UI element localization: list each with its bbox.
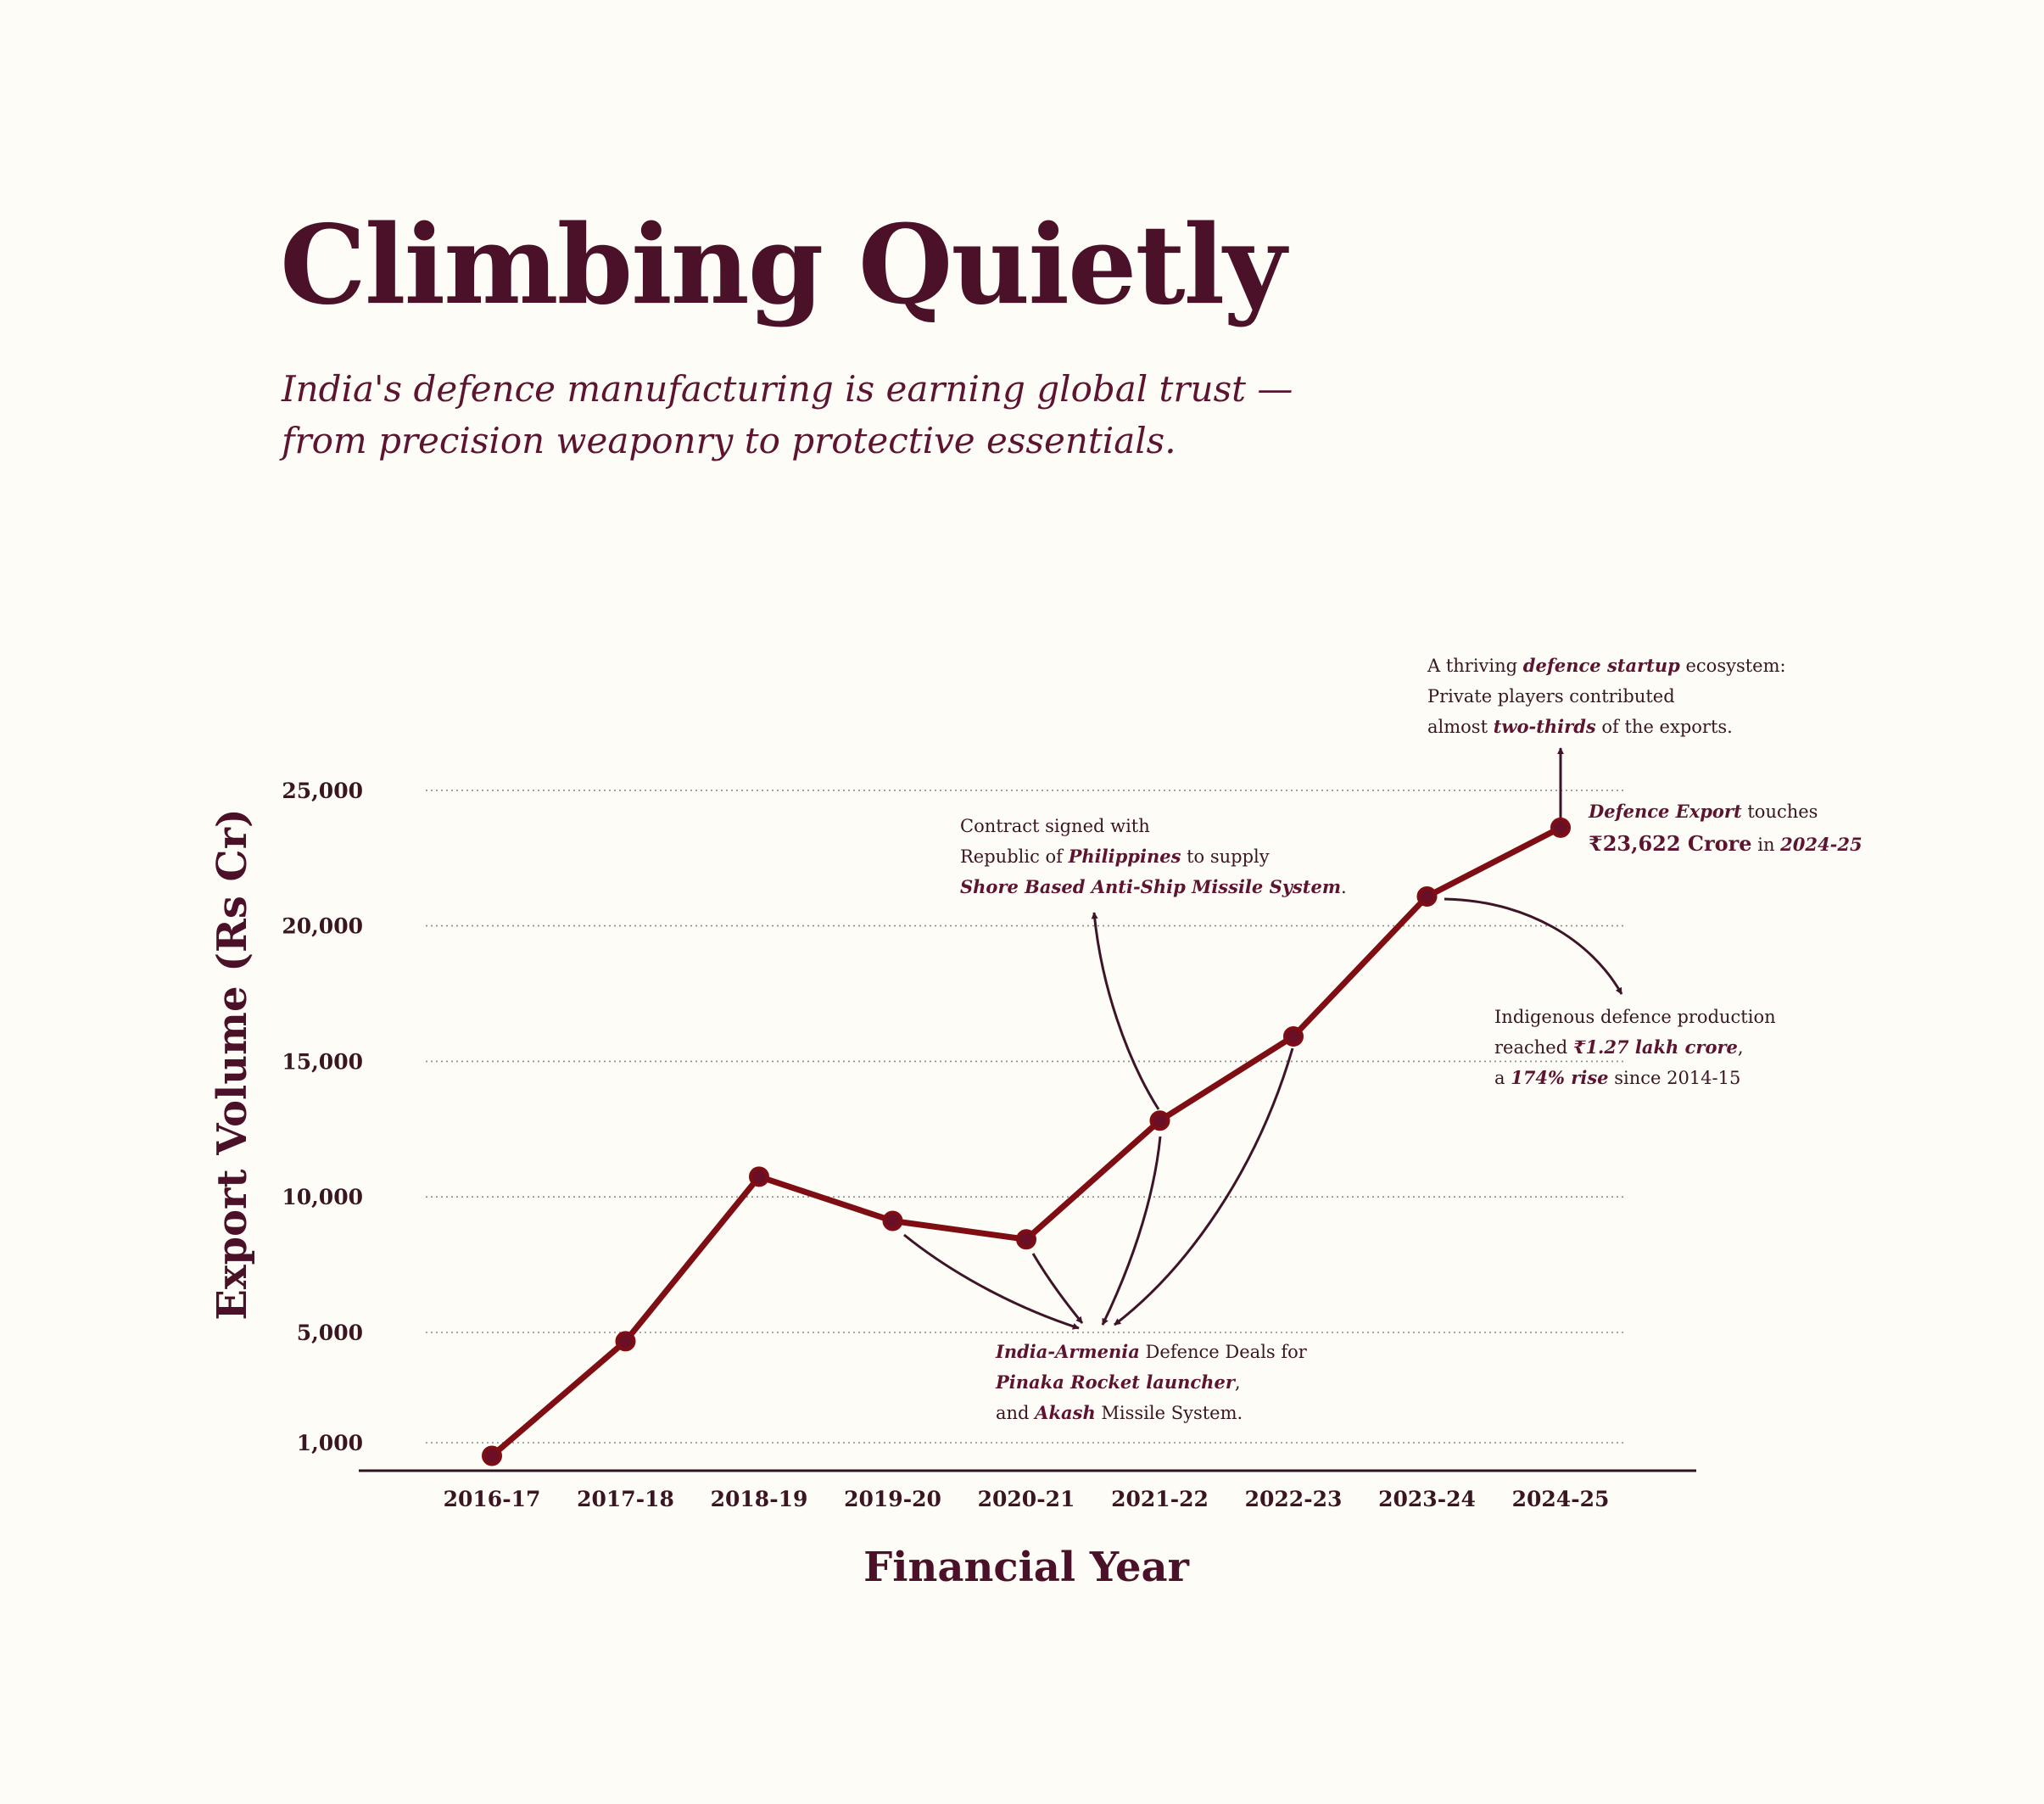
x-tick-label: 2018-19 [711,1487,808,1511]
annotation-text: almost [1427,717,1494,737]
data-point [1283,1025,1304,1047]
x-tick-label: 2021-22 [1111,1487,1209,1511]
data-point [482,1445,502,1466]
annotation-text: . [1341,877,1347,897]
y-tick-label: 10,000 [282,1185,363,1209]
x-axis-label: Financial Year [863,1544,1189,1591]
annotation-text: Republic of [960,846,1069,867]
annotation-export-touch: Defence Export touches ₹23,622 Crore in 2… [1588,801,1862,856]
annotation-text: India-Armenia [995,1341,1140,1362]
annotation-text: 174% rise [1511,1067,1608,1088]
annotation-text: Indigenous defence production [1494,1007,1776,1027]
arrow-armenia-2019 [903,1233,1080,1330]
arrow-indigenous [1444,897,1623,995]
x-tick-label: 2023-24 [1378,1487,1476,1511]
chart-title: Climbing Quietly [280,202,1287,329]
x-tick-label: 2024-25 [1512,1487,1610,1511]
data-point [1149,1110,1170,1131]
annotation-text: 2024-25 [1779,834,1862,855]
arrow-armenia-2022 [1114,1047,1294,1326]
annotation-text: A thriving [1427,656,1523,676]
annotation-text: ₹1.27 lakh crore [1573,1036,1738,1058]
data-point [1016,1229,1036,1250]
y-axis-label: Export Volume (Rs Cr) [209,808,256,1321]
annotation-text: ₹23,622 Crore [1589,831,1752,856]
annotation-text: Shore Based Anti-Ship Missile System [960,876,1341,897]
x-tick-label: 2020-21 [978,1487,1075,1511]
annotation-armenia: India-Armenia Defence Deals for Pinaka Ro… [995,1341,1308,1423]
y-tick-label: 15,000 [282,1049,363,1074]
annotation-text: and [996,1403,1035,1423]
annotation-arrows [903,747,1623,1330]
annotation-text: to supply [1181,846,1269,867]
annotation-text: Pinaka Rocket launcher [995,1371,1237,1393]
subtitle-line: from precision weaponry to protective es… [282,420,1176,461]
annotation-text: Defence Export [1588,801,1742,822]
annotations: Contract signed with Republic of Philippi… [960,655,1862,1423]
annotation-startup: A thriving defence startup ecosystem: Pri… [1427,655,1786,737]
annotation-text: defence startup [1523,655,1680,676]
annotation-text: of the exports. [1596,717,1733,737]
x-tick-label: 2019-20 [844,1487,941,1511]
arrow-armenia-2020 [1031,1253,1084,1324]
x-tick-label: 2022-23 [1245,1487,1343,1511]
arrow-philippines [1091,912,1160,1110]
y-tick-label: 5,000 [297,1321,363,1345]
annotation-text: Private players contributed [1427,686,1675,707]
data-point [1416,885,1438,907]
annotation-text: Akash [1033,1402,1096,1423]
x-tick-label: 2017-18 [577,1487,674,1511]
annotation-text: ecosystem: [1680,656,1786,676]
x-tick-label: 2016-17 [444,1487,541,1511]
annotation-text: , [1235,1372,1241,1393]
y-axis-ticks: 1,000 5,000 10,000 15,000 20,000 25,000 [282,779,363,1455]
annotation-text: , [1738,1037,1744,1058]
annotation-text: Contract signed with [960,816,1150,836]
annotation-text: since 2014-15 [1609,1068,1741,1088]
subtitle-line: India's defence manufacturing is earning… [282,368,1293,410]
data-points [482,817,1571,1466]
data-point [615,1331,636,1352]
annotation-text: Defence Deals for [1140,1342,1308,1362]
annotation-philippines: Contract signed with Republic of Philippi… [960,816,1347,897]
annotation-text: in [1752,835,1781,855]
data-point [749,1166,769,1187]
y-tick-label: 1,000 [297,1431,363,1455]
data-point [882,1210,903,1232]
annotation-text: reached [1494,1037,1573,1058]
annotation-text: a [1494,1068,1511,1088]
annotation-text: two-thirds [1494,716,1596,737]
annotation-text: Missile System. [1096,1403,1243,1423]
data-point [1550,817,1571,838]
y-tick-label: 20,000 [282,914,363,939]
chart-subtitle: India's defence manufacturing is earning… [282,363,1299,466]
x-axis-ticks: 2016-17 2017-18 2018-19 2019-20 2020-21 2021-… [444,1487,1610,1511]
arrow-armenia-2021 [1101,1136,1162,1326]
annotation-indigenous: Indigenous defence production reached ₹1.… [1494,1007,1776,1088]
annotation-text: Philippines [1068,846,1181,867]
y-tick-label: 25,000 [282,779,363,803]
annotation-text: touches [1742,801,1818,822]
